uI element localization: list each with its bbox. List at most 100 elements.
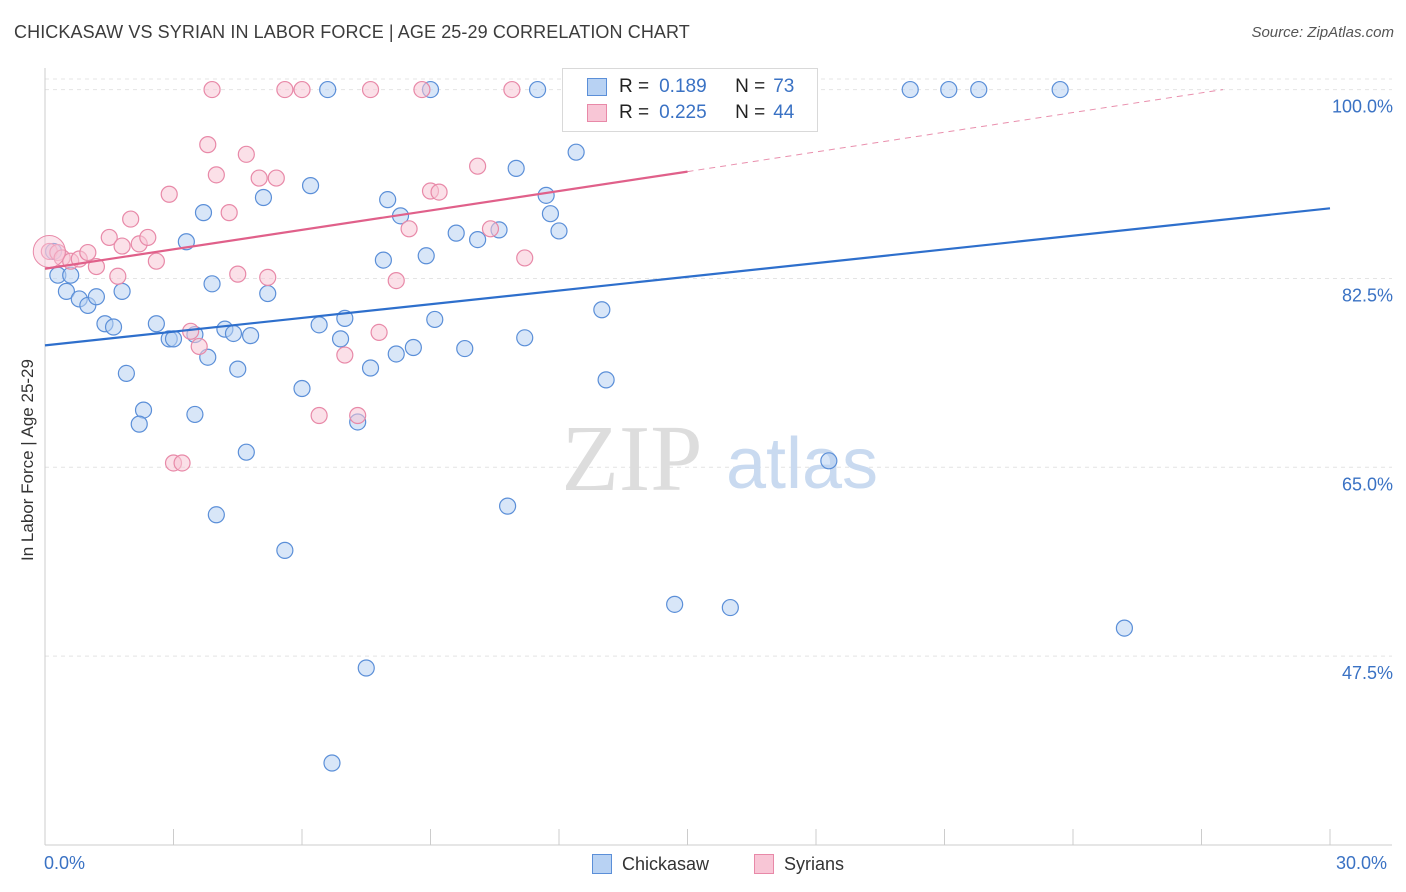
legend-n-value: 73 xyxy=(773,76,795,97)
chickasaw-point xyxy=(550,222,568,240)
y-tick-label: 82.5% xyxy=(1342,285,1393,305)
chickasaw-point xyxy=(57,282,76,300)
syrians-points xyxy=(32,80,534,472)
chickasaw-point xyxy=(940,80,958,99)
x-tick-label-max: 30.0% xyxy=(1336,853,1388,873)
chickasaw-point xyxy=(207,506,225,524)
syrian-point xyxy=(207,166,225,184)
syrian-point xyxy=(267,169,285,187)
chart-title: CHICKASAW VS SYRIAN IN LABOR FORCE | AGE… xyxy=(14,22,690,42)
chickasaw-point xyxy=(203,275,221,293)
y-tick-label: 65.0% xyxy=(1342,474,1393,494)
watermark-atlas: atlas xyxy=(726,424,878,504)
syrian-point xyxy=(349,406,367,425)
syrian-point xyxy=(259,268,277,286)
syrians-swatch-icon xyxy=(587,104,607,122)
chickasaw-swatch-icon xyxy=(587,78,607,96)
bottom-legend-label: Chickasaw xyxy=(622,853,710,874)
source-label: Source: ZipAtlas.com xyxy=(1251,24,1394,41)
chickasaw-point xyxy=(357,659,375,677)
watermark-zip: ZIP xyxy=(562,407,703,511)
chickasaw-point xyxy=(469,230,487,249)
syrian-point xyxy=(276,80,294,99)
syrian-point-large xyxy=(32,234,66,268)
grid-lines xyxy=(45,78,1392,657)
syrians-trend-line xyxy=(44,170,688,270)
chickasaw-point xyxy=(507,159,525,177)
syrian-point xyxy=(220,204,238,222)
chickasaw-point xyxy=(104,318,123,336)
chickasaw-point xyxy=(361,359,380,377)
chickasaw-point xyxy=(87,288,106,306)
chickasaw-trend-line xyxy=(44,207,1331,347)
chickasaw-point xyxy=(147,315,165,333)
syrian-point xyxy=(413,80,431,99)
legend-n-value: 44 xyxy=(773,102,795,123)
chickasaw-point xyxy=(237,443,255,461)
chickasaw-point xyxy=(387,345,405,363)
syrians-trend-extension xyxy=(687,89,1223,173)
legend-r-label: R = xyxy=(619,76,650,97)
chickasaw-point xyxy=(319,80,337,99)
chickasaw-point xyxy=(417,247,435,265)
chickasaw-point xyxy=(567,143,585,161)
chickasaw-point xyxy=(276,541,294,559)
bottom-legend-chickasaw: Chickasaw xyxy=(592,852,709,876)
syrian-point xyxy=(160,185,178,203)
chickasaw-point xyxy=(242,327,260,345)
chickasaw-point xyxy=(379,191,397,209)
syrian-point xyxy=(400,220,418,238)
chickasaw-point xyxy=(301,177,320,195)
syrian-point xyxy=(229,265,247,283)
syrian-point xyxy=(361,80,380,99)
bottom-legend-label: Syrians xyxy=(784,853,845,874)
chickasaw-point xyxy=(516,329,534,347)
y-tick-labels: 47.5% 65.0% 82.5% 100.0% xyxy=(1332,97,1393,684)
chickasaw-point xyxy=(374,251,392,269)
watermark: ZIP atlas xyxy=(562,407,879,511)
chickasaw-point xyxy=(901,80,919,99)
chickasaw-point xyxy=(593,301,611,319)
syrian-point xyxy=(387,271,405,290)
syrian-point xyxy=(250,169,268,187)
stats-legend: R = 0.189 N = 73 R = 0.225 N = 44 xyxy=(562,68,818,132)
chickasaw-point xyxy=(456,339,474,358)
syrian-point xyxy=(336,346,354,364)
chickasaw-point xyxy=(113,282,131,300)
bottom-legend-syrians: Syrians xyxy=(754,852,844,876)
legend-r-value: 0.189 xyxy=(659,76,707,97)
chickasaw-point xyxy=(229,360,247,378)
syrian-point xyxy=(481,220,500,238)
syrian-point xyxy=(503,80,521,99)
syrian-point xyxy=(293,80,311,99)
chickasaw-point xyxy=(1115,619,1134,637)
syrian-point xyxy=(109,267,127,285)
syrian-point xyxy=(173,454,191,472)
chickasaw-point xyxy=(447,224,465,242)
chickasaw-point xyxy=(259,284,277,303)
chickasaw-point xyxy=(1051,80,1069,99)
chickasaw-point xyxy=(130,415,148,433)
chickasaw-point xyxy=(323,754,341,772)
chickasaw-point xyxy=(194,204,213,222)
syrian-point xyxy=(100,228,118,247)
chickasaw-point xyxy=(597,371,615,389)
chickasaw-point xyxy=(537,186,555,204)
syrian-point xyxy=(310,406,328,425)
syrian-point xyxy=(370,323,388,341)
chickasaw-point xyxy=(310,316,328,334)
legend-row-chickasaw: R = 0.189 N = 73 xyxy=(587,75,794,99)
syrian-point xyxy=(469,157,487,175)
syrian-point xyxy=(430,183,448,201)
chickasaw-point xyxy=(117,364,135,383)
syrian-point xyxy=(237,145,255,163)
syrians-legend-icon xyxy=(754,854,774,874)
syrian-point xyxy=(113,237,131,255)
syrian-point xyxy=(203,80,221,99)
syrian-point xyxy=(199,136,217,154)
chickasaw-point xyxy=(404,338,422,357)
legend-r-label: R = xyxy=(619,102,650,123)
syrian-point xyxy=(79,243,97,262)
y-tick-label: 47.5% xyxy=(1342,663,1393,683)
